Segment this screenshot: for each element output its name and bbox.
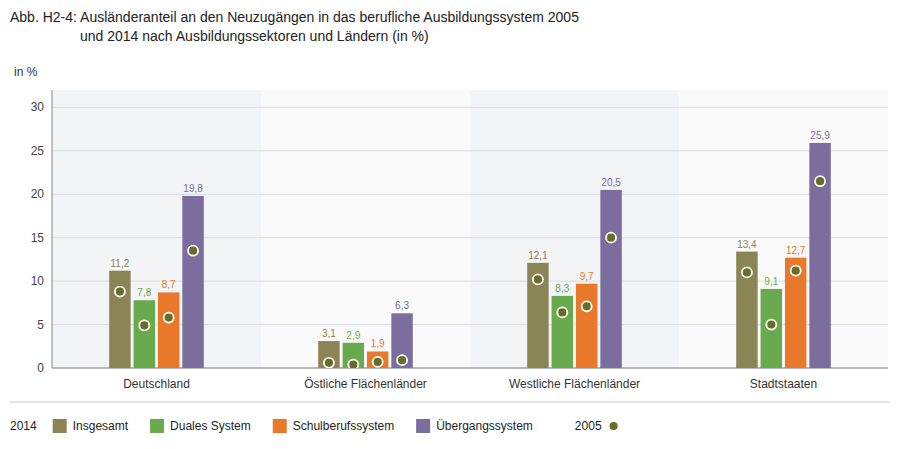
data-label: 1,9: [371, 338, 385, 349]
grid-line: [52, 194, 888, 195]
data-label: 11,2: [111, 258, 130, 269]
dot: [348, 360, 358, 368]
dot: [742, 267, 752, 277]
legend-swatch: [53, 419, 67, 433]
bar: [600, 190, 621, 368]
data-label: 2,9: [346, 330, 360, 341]
panel-background: [470, 90, 679, 368]
legend: 2014 Insgesamt Duales System Schulberufssys…: [10, 419, 619, 433]
data-label: 25,9: [810, 130, 830, 141]
data-label: 12,7: [786, 245, 806, 256]
data-label: 8,7: [162, 279, 176, 290]
x-tick-label: Östliche Flächenländer: [304, 377, 427, 391]
bar: [109, 271, 130, 368]
legend-swatch: [150, 419, 164, 433]
background: [0, 0, 900, 449]
data-label: 9,1: [764, 276, 778, 287]
bar: [527, 263, 548, 368]
bar: [736, 252, 757, 368]
grid-line: [52, 237, 888, 238]
bar: [391, 313, 412, 368]
data-label: 3,1: [322, 328, 336, 339]
legend-title: 2014: [10, 419, 37, 433]
chart: Abb. H2-4: Ausländeranteil an den Neuzug…: [0, 0, 900, 449]
data-label: 20,5: [601, 177, 621, 188]
data-label: 19,8: [183, 183, 203, 194]
bar: [367, 351, 388, 368]
data-label: 7,8: [137, 287, 151, 298]
bar: [134, 300, 155, 368]
legend-label: Duales System: [170, 419, 251, 433]
bar: [576, 284, 597, 368]
bar: [182, 196, 203, 368]
panel-background: [261, 90, 470, 368]
bar: [552, 296, 573, 368]
grid: [52, 107, 888, 368]
separator: [10, 402, 890, 403]
legend-label: Insgesamt: [73, 419, 129, 433]
dot: [373, 357, 383, 367]
data-label: 6,3: [395, 300, 409, 311]
dot: [557, 307, 567, 317]
legend-swatch: [273, 419, 287, 433]
dot: [606, 233, 616, 243]
dot: [582, 301, 592, 311]
legend-label: Übergangssystem: [436, 419, 533, 433]
data-label: 9,7: [580, 271, 594, 282]
legend-marker: [609, 421, 619, 431]
legend-label: 2005: [575, 419, 602, 433]
y-tick-label: 30: [31, 100, 45, 114]
legend-label: Schulberufssystem: [293, 419, 394, 433]
marks: [109, 143, 831, 368]
bar: [785, 258, 806, 368]
title: Abb. H2-4: Ausländeranteil an den Neuzug…: [10, 9, 579, 25]
y-tick-label: 10: [31, 274, 45, 288]
dot: [188, 246, 198, 256]
bar: [761, 289, 782, 368]
dot: [397, 355, 407, 365]
data-labels: 11,2 3,1 12,1 13,4 7,8 2,9 8,3 9,1 8,7 1,9 9,7 12,7…: [111, 130, 831, 350]
dot: [766, 320, 776, 330]
data-label: 12,1: [528, 250, 548, 261]
bar: [158, 292, 179, 368]
grid-line: [52, 107, 888, 108]
grid-line: [52, 281, 888, 282]
dot: [791, 266, 801, 276]
x-tick-label: Stadtstaaten: [750, 377, 817, 391]
y-tick-label: 15: [31, 231, 45, 245]
bar: [318, 341, 339, 368]
x-tick-label: Deutschland: [123, 377, 190, 391]
dot: [815, 176, 825, 186]
data-label: 8,3: [555, 283, 569, 294]
y-tick-label: 0: [37, 361, 44, 375]
subtitle: und 2014 nach Ausbildungssektoren und Lä…: [80, 28, 429, 44]
grid-line: [52, 150, 888, 151]
dot: [115, 287, 125, 297]
data-label: 13,4: [737, 239, 757, 250]
axis-label: in %: [14, 65, 38, 79]
y-tick-label: 20: [31, 187, 45, 201]
x-tick-label: Westliche Flächenländer: [509, 377, 640, 391]
y-tick-label: 5: [37, 318, 44, 332]
y-tick-label: 25: [31, 144, 45, 158]
dot: [164, 313, 174, 323]
panel-background: [679, 90, 888, 368]
dot: [533, 274, 543, 284]
dot: [139, 320, 149, 330]
bar: [809, 143, 830, 368]
legend-swatch: [416, 419, 430, 433]
dot: [324, 358, 334, 368]
y-axis-line: [52, 90, 53, 368]
panel-background: [52, 90, 261, 368]
